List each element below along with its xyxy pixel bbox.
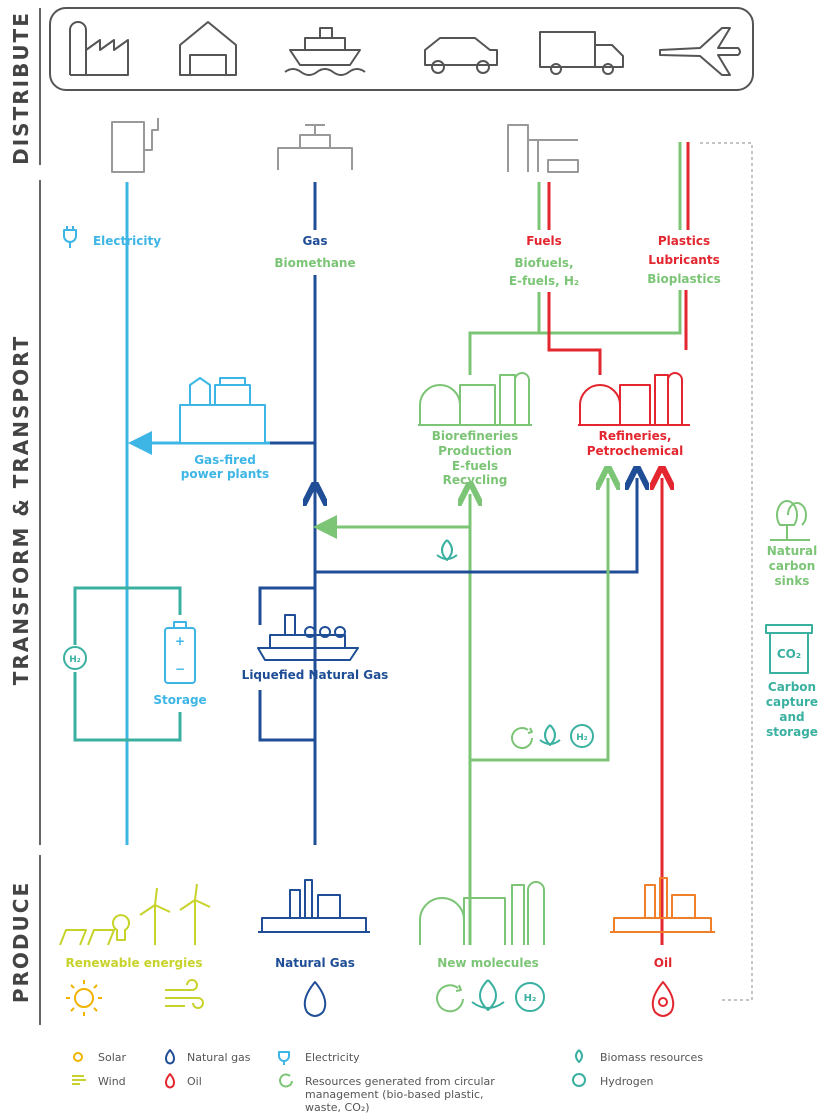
produce-label: New molecules	[437, 956, 539, 970]
refinery-icon	[578, 373, 690, 425]
legend-label: Hydrogen	[600, 1075, 654, 1088]
produce-resource-icons	[66, 980, 673, 1016]
biomass-icon	[540, 725, 560, 745]
value-chain-diagram: DISTRIBUTE TRANSFORM & TRANSPORT PRODUCE…	[0, 0, 820, 1114]
transform-label: Storage	[153, 693, 206, 707]
renewables-icon	[60, 884, 210, 945]
new-molecules-icon	[420, 882, 544, 945]
flow-lines	[75, 142, 688, 945]
transform-label: Refineries,	[599, 429, 672, 443]
legend-label: Biomass resources	[600, 1051, 703, 1064]
transform-label: E-fuels	[452, 459, 498, 473]
distribute-icons	[112, 118, 578, 172]
transform-label: Gas-fired	[194, 453, 256, 467]
legend-label: Solar	[98, 1051, 127, 1064]
produce-label: Renewable energies	[66, 956, 203, 970]
side-label: storage	[766, 725, 818, 739]
legend-label: waste, CO₂)	[305, 1101, 370, 1114]
transform-label: Biorefineries	[432, 429, 518, 443]
co2-text: CO₂	[777, 647, 801, 661]
produce-label: Oil	[654, 956, 672, 970]
side-label: capture	[766, 695, 818, 709]
hydrogen-text: H₂	[524, 993, 537, 1004]
legend-label: Natural gas	[187, 1051, 251, 1064]
carrier-label: Biofuels,	[514, 256, 573, 270]
side-label: Natural	[767, 544, 818, 558]
tree-icon	[770, 501, 810, 540]
battery-sign: −	[175, 662, 185, 676]
legend-label: Resources generated from circular	[305, 1075, 495, 1088]
transform-label: Recycling	[443, 473, 508, 487]
legend-label: Oil	[187, 1075, 202, 1088]
biorefinery-icon	[418, 373, 532, 425]
lng-ship-icon	[258, 615, 358, 660]
section-label: PRODUCE	[9, 881, 33, 1003]
legend-label: Electricity	[305, 1051, 360, 1064]
transform-label: power plants	[181, 467, 269, 481]
side-label: carbon	[769, 559, 816, 573]
section-label: TRANSFORM & TRANSPORT	[9, 335, 33, 685]
transform-label: Liquefied Natural Gas	[242, 668, 389, 682]
carrier-label: Biomethane	[274, 256, 355, 270]
produce-label: Natural Gas	[275, 956, 355, 970]
biomass-icon	[437, 540, 457, 560]
carrier-label: Electricity	[93, 234, 161, 248]
transform-label: Production	[438, 444, 512, 458]
side-label: and	[779, 710, 804, 724]
circular-icon	[512, 728, 532, 748]
legend-label: management (bio-based plastic,	[305, 1088, 484, 1101]
hydrogen-text: H₂	[576, 733, 588, 743]
legend-label: Wind	[98, 1075, 126, 1088]
hydrogen-text: H₂	[69, 655, 81, 665]
battery-sign: +	[175, 634, 185, 648]
carrier-label: Plastics	[658, 234, 710, 248]
plug-icon	[64, 226, 76, 248]
carrier-label: E-fuels, H₂	[509, 274, 579, 288]
consumers-box	[50, 8, 753, 90]
side-label: Carbon	[768, 680, 816, 694]
section-label: DISTRIBUTE	[9, 11, 33, 165]
power-plant-icon	[180, 378, 265, 443]
carrier-label: Fuels	[526, 234, 562, 248]
carrier-label: Bioplastics	[647, 272, 721, 286]
side-label: sinks	[775, 574, 810, 588]
carrier-label: Gas	[302, 234, 327, 248]
transform-label: Petrochemical	[587, 444, 684, 458]
gas-platform-icon	[258, 880, 370, 932]
carrier-label: Lubricants	[648, 253, 719, 267]
